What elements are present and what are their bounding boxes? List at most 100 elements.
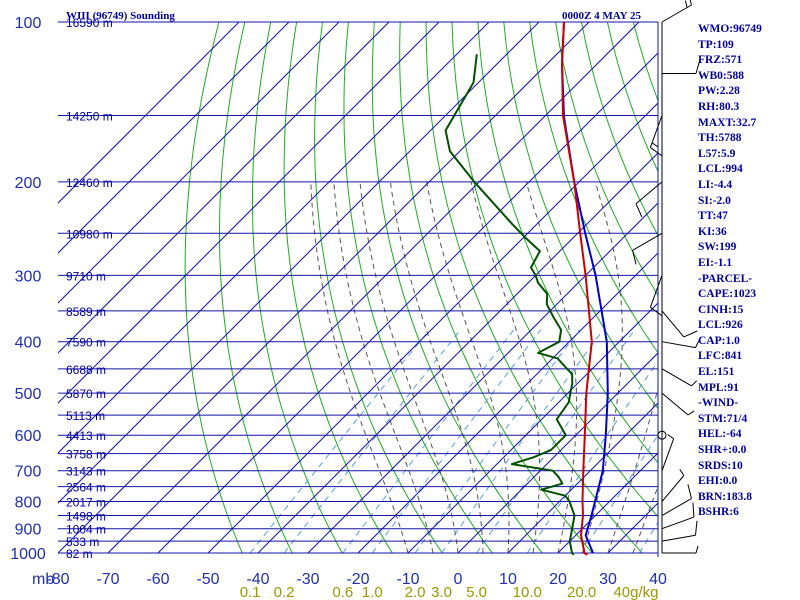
wind-barb-half-flag xyxy=(684,0,688,8)
wind-barbs xyxy=(632,0,701,554)
wind-barb-flag xyxy=(689,0,692,6)
mixing-ratio-label: 0.2 xyxy=(274,584,295,600)
wind-barb-half-flag xyxy=(687,410,695,416)
wind-barb-half-flag xyxy=(651,142,659,148)
height-label: 5870 m xyxy=(66,387,106,401)
wind-barb-flag xyxy=(695,59,701,74)
mixing-ratio-label: 0.6 xyxy=(332,584,353,600)
wind-barb-half-flag xyxy=(667,434,674,440)
wind-barb xyxy=(661,341,696,349)
mixing-ratio-label: 3.0 xyxy=(431,584,452,600)
isotherm-line xyxy=(58,22,490,454)
index-item: KI:36 xyxy=(698,225,727,238)
isotherm-line xyxy=(457,352,658,554)
index-item: HEL:-64 xyxy=(698,428,742,441)
mixing-ratio-line xyxy=(249,329,430,554)
pressure-label: 1000 xyxy=(10,546,46,563)
index-item: SHR+:0.0 xyxy=(698,444,747,457)
index-item: LI:-4.4 xyxy=(698,178,733,191)
mixing-ratio-line xyxy=(283,329,461,554)
temperature-tick-label: -60 xyxy=(146,571,169,588)
temperature-tick-label: 30 xyxy=(599,571,617,588)
height-label: 16590 m xyxy=(66,16,113,30)
height-label: 4413 m xyxy=(66,429,106,443)
temperature-tick-label: -10 xyxy=(396,571,419,588)
mixing-ratio-label: 0.1 xyxy=(240,584,261,600)
index-item: MAXT:32.7 xyxy=(698,116,757,129)
temperature-trace xyxy=(561,22,593,556)
mixing-ratio-line xyxy=(526,360,658,554)
wind-barb xyxy=(661,392,689,416)
temperature-tick-label: 40 xyxy=(649,571,667,588)
pressure-label: 500 xyxy=(15,386,42,403)
isotherm-line xyxy=(207,102,658,554)
isotherm-line xyxy=(58,22,540,504)
temperature-tick-label: -80 xyxy=(46,571,69,588)
temperature-tick-label: -30 xyxy=(296,571,319,588)
profiles xyxy=(444,22,609,556)
height-label: 10980 m xyxy=(66,227,113,241)
isotherm-line xyxy=(157,52,658,554)
indices-panel: WMO:96749 TP:109 FRZ:571 WB0:588 PW:2.28 RH:8… xyxy=(698,22,798,521)
wind-barb-flag xyxy=(687,484,692,499)
wind-barb xyxy=(649,275,663,308)
index-item: SW:199 xyxy=(698,241,737,254)
isotherm-line xyxy=(58,22,240,204)
wind-barb xyxy=(661,368,692,387)
isotherm-line xyxy=(507,402,658,554)
isotherm-line xyxy=(107,22,640,554)
mixing-ratio-label: 5.0 xyxy=(466,584,487,600)
isotherm-line xyxy=(407,302,658,554)
height-label: 14250 m xyxy=(66,110,113,124)
index-item: CAP:1.0 xyxy=(698,334,740,347)
mixing-ratio-label: 10.0 xyxy=(513,584,542,600)
index-item: STM:71/4 xyxy=(698,412,748,425)
height-label: 3758 m xyxy=(66,448,106,462)
temperature-tick-label: 0 xyxy=(454,571,463,588)
index-item: EHI:0.0 xyxy=(698,475,738,488)
mixing-ratio-label: 40g/kg xyxy=(613,584,658,600)
index-item: WMO:96749 xyxy=(698,23,762,35)
mixing-ratio-line xyxy=(371,329,542,554)
index-item: SRDS:10 xyxy=(698,459,743,472)
pressure-label: 300 xyxy=(15,268,42,285)
wind-barb-flag xyxy=(694,520,698,536)
wind-barb-flag xyxy=(635,203,643,218)
dewpoint-trace xyxy=(444,54,576,556)
index-item: TP:109 xyxy=(698,38,734,51)
temperature-tick-label: -70 xyxy=(96,571,119,588)
index-item: SI:-2.0 xyxy=(698,194,731,207)
index-item: FRZ:571 xyxy=(698,54,743,67)
pressure-label: 600 xyxy=(15,428,42,445)
wind-barb-flag xyxy=(692,502,695,518)
index-item: MPL:91 xyxy=(698,381,739,394)
wind-barb xyxy=(661,475,685,502)
isotherm-line xyxy=(58,22,340,304)
pressure-label: 400 xyxy=(15,335,42,352)
index-item: TH:5788 xyxy=(698,132,742,145)
wind-barb-flag xyxy=(632,250,637,265)
height-label: 1004 m xyxy=(66,523,106,537)
index-item: EL:151 xyxy=(698,366,735,379)
wind-barb-flag xyxy=(650,147,663,157)
mixing-ratio-line xyxy=(342,329,515,554)
isotherm-line xyxy=(58,22,440,404)
wind-calm-marker xyxy=(657,430,667,440)
mixing-ratio-label: 2.0 xyxy=(405,584,426,600)
wind-barb xyxy=(661,4,692,23)
wind-barb xyxy=(635,181,663,205)
isotherm-line xyxy=(58,22,590,554)
height-label: 6688 m xyxy=(66,363,106,377)
isotherm-line xyxy=(557,452,658,554)
index-item: CAPE:1023 xyxy=(698,288,757,301)
index-item: TT:47 xyxy=(698,210,728,223)
height-label: 5113 m xyxy=(66,409,105,423)
index-item: LFC:841 xyxy=(698,350,743,363)
sounding-time: 0000Z 4 MAY 25 xyxy=(562,10,641,22)
temperature-tick-label: -20 xyxy=(346,571,369,588)
index-item: BSHR:6 xyxy=(698,506,739,519)
temperature-tick-label: -40 xyxy=(246,571,269,588)
mixing-ratio-label: 1.0 xyxy=(362,584,383,600)
pressure-label: 700 xyxy=(15,464,42,481)
